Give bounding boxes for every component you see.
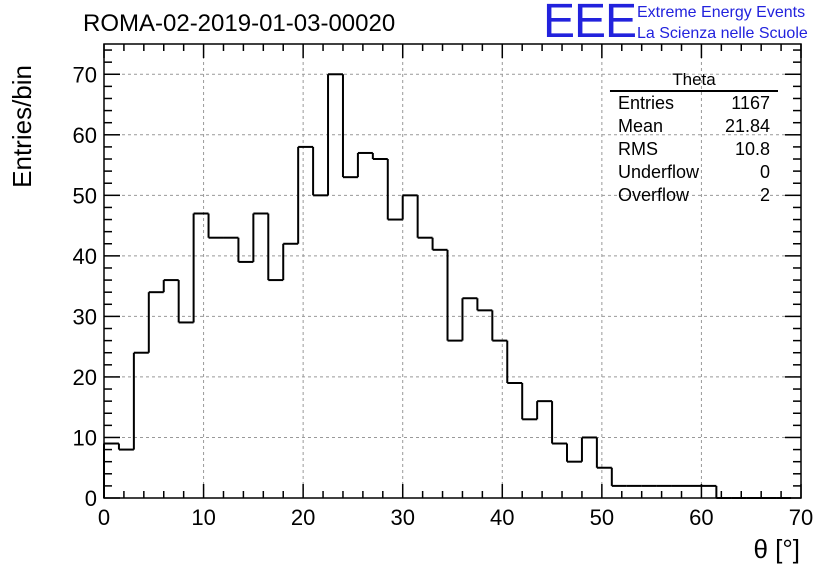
y-tick-label: 10 — [73, 425, 97, 450]
y-tick-label: 30 — [73, 304, 97, 329]
logo-line-1: Extreme Energy Events — [637, 4, 806, 21]
plot-frame — [103, 43, 802, 499]
stats-value: 21.84 — [724, 116, 770, 136]
x-tick-label: 60 — [689, 505, 713, 530]
stats-value: 1167 — [731, 93, 770, 113]
y-tick-label: 20 — [73, 365, 97, 390]
y-tick-label: 40 — [73, 244, 97, 269]
stats-value: 2 — [759, 185, 770, 205]
x-tick-label: 30 — [390, 505, 414, 530]
x-tick-label: 0 — [98, 505, 110, 530]
logo-mark: EEE — [543, 0, 637, 48]
stats-row: RMS 10.8 — [610, 138, 778, 161]
stats-box: Theta Entries 1167 Mean 21.84 RMS 10.8 U… — [610, 70, 778, 207]
y-tick-label: 0 — [85, 486, 97, 511]
axis-ticks — [103, 44, 802, 499]
logo-line-2: La Scienza nelle Scuole — [637, 25, 808, 42]
stats-title: Theta — [610, 70, 778, 92]
stats-row: Overflow 2 — [610, 184, 778, 207]
x-tick-label: 20 — [291, 505, 315, 530]
x-tick-label: 70 — [789, 505, 813, 530]
stats-label: Underflow — [618, 162, 700, 182]
x-tick-label: 10 — [191, 505, 215, 530]
stats-row: Mean 21.84 — [610, 115, 778, 138]
stats-value: 10.8 — [734, 139, 770, 159]
y-tick-label: 50 — [73, 183, 97, 208]
stats-row: Underflow 0 — [610, 161, 778, 184]
stats-label: Overflow — [618, 185, 690, 205]
stats-label: Entries — [618, 93, 675, 113]
stats-label: Mean — [618, 116, 664, 136]
chart-title: ROMA-02-2019-01-03-00020 — [83, 10, 396, 37]
x-tick-label: 40 — [490, 505, 514, 530]
eee-logo: EEE Extreme Energy Events La Scienza nel… — [543, 0, 833, 48]
y-axis-label: Entries/bin — [7, 65, 37, 188]
grid-lines — [104, 44, 801, 498]
stats-label: RMS — [618, 139, 658, 159]
y-tick-label: 70 — [73, 62, 97, 87]
stats-row: Entries 1167 — [610, 92, 778, 115]
y-tick-label: 60 — [73, 123, 97, 148]
y-tick-labels: 0 10 20 30 40 50 60 70 — [73, 62, 97, 511]
x-axis-label: θ [°] — [753, 534, 800, 564]
stats-value: 0 — [759, 162, 770, 182]
x-tick-labels: 0 10 20 30 40 50 60 70 — [98, 505, 813, 530]
x-tick-label: 50 — [590, 505, 614, 530]
